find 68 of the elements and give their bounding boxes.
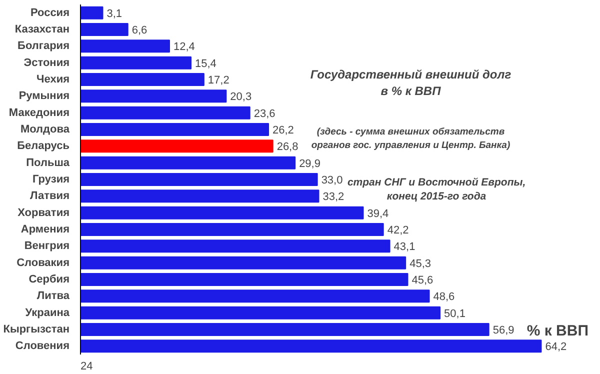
bar	[80, 40, 170, 53]
y-tick-label: Чехия	[36, 74, 70, 86]
data-label: 26,2	[272, 124, 294, 136]
data-label: 12,4	[173, 41, 195, 54]
y-tick-label: Армения	[20, 224, 70, 236]
bar	[80, 340, 542, 353]
data-label: 42,2	[387, 224, 409, 236]
data-label: 3,1	[106, 8, 122, 20]
annotation: стран СНГ и Восточной Европы, конец 2015-го года	[347, 176, 526, 203]
y-tick-label: Молдова	[20, 124, 70, 136]
bar	[80, 156, 296, 170]
bar	[80, 140, 274, 153]
y-tick-label: Словакия	[16, 256, 70, 269]
bar	[80, 206, 364, 220]
text: 24	[80, 360, 93, 372]
bar	[80, 73, 204, 86]
data-label: 17,2	[208, 74, 230, 86]
data-label: 23,6	[254, 108, 276, 120]
data-label: 26,8	[276, 141, 298, 154]
y-tick-label: Хорватия	[18, 206, 70, 219]
data-label: 45,6	[412, 274, 434, 286]
bar	[80, 273, 408, 286]
bar	[80, 323, 490, 336]
x-axis-title: % к ВВП	[526, 322, 589, 340]
bar	[80, 56, 192, 70]
bar	[80, 173, 318, 186]
bar	[80, 223, 384, 236]
data-label: 48,6	[433, 291, 455, 304]
data-label: 15,4	[195, 58, 216, 70]
y-tick-label: Кыргызстан	[3, 324, 70, 336]
bar	[80, 90, 227, 103]
y-tick-label: Сербия	[28, 274, 70, 286]
y-tick-label: Беларусь	[17, 140, 70, 152]
bar	[80, 190, 320, 203]
y-tick-label: Македония	[8, 106, 70, 119]
bar	[80, 306, 441, 320]
y-tick-label: Казахстан	[14, 24, 70, 36]
bar	[80, 256, 406, 270]
y-tick-label: Грузия	[32, 174, 70, 186]
y-tick-label: Болгария	[18, 40, 70, 52]
text: Государственный внешний долг в % к ВВП	[310, 67, 512, 98]
data-label: 39,4	[367, 208, 389, 220]
data-label: 33,2	[322, 191, 344, 204]
data-label: 45,3	[410, 258, 432, 270]
bar	[80, 23, 128, 36]
y-tick-label: Польша	[26, 156, 70, 169]
y-tick-label: Латвия	[30, 190, 70, 202]
bar	[80, 290, 430, 303]
data-label: 20,3	[230, 91, 252, 104]
data-label: 43,1	[394, 241, 416, 254]
text: (здесь - сумма внешних обязательств органов гос. управления и Центр. Банка)	[311, 126, 510, 151]
bar	[80, 123, 270, 136]
bar	[80, 106, 250, 120]
data-label: 6,6	[132, 24, 148, 36]
y-tick-label: Россия	[30, 6, 70, 19]
data-label: 50,1	[444, 308, 466, 320]
bar	[80, 240, 390, 253]
data-label: 56,9	[492, 324, 514, 336]
bar	[80, 6, 104, 20]
y-tick-label: Эстония	[24, 56, 70, 69]
data-label: 64,2	[545, 341, 567, 354]
data-label: 29,9	[299, 158, 320, 170]
y-tick-label: Румыния	[18, 90, 70, 102]
data-label: 33,0	[321, 174, 343, 186]
y-tick-label: Венгрия	[24, 240, 70, 252]
y-tick-label: Словения	[15, 340, 70, 352]
y-tick-label: Литва	[36, 290, 70, 302]
y-tick-label: Украина	[25, 306, 70, 319]
